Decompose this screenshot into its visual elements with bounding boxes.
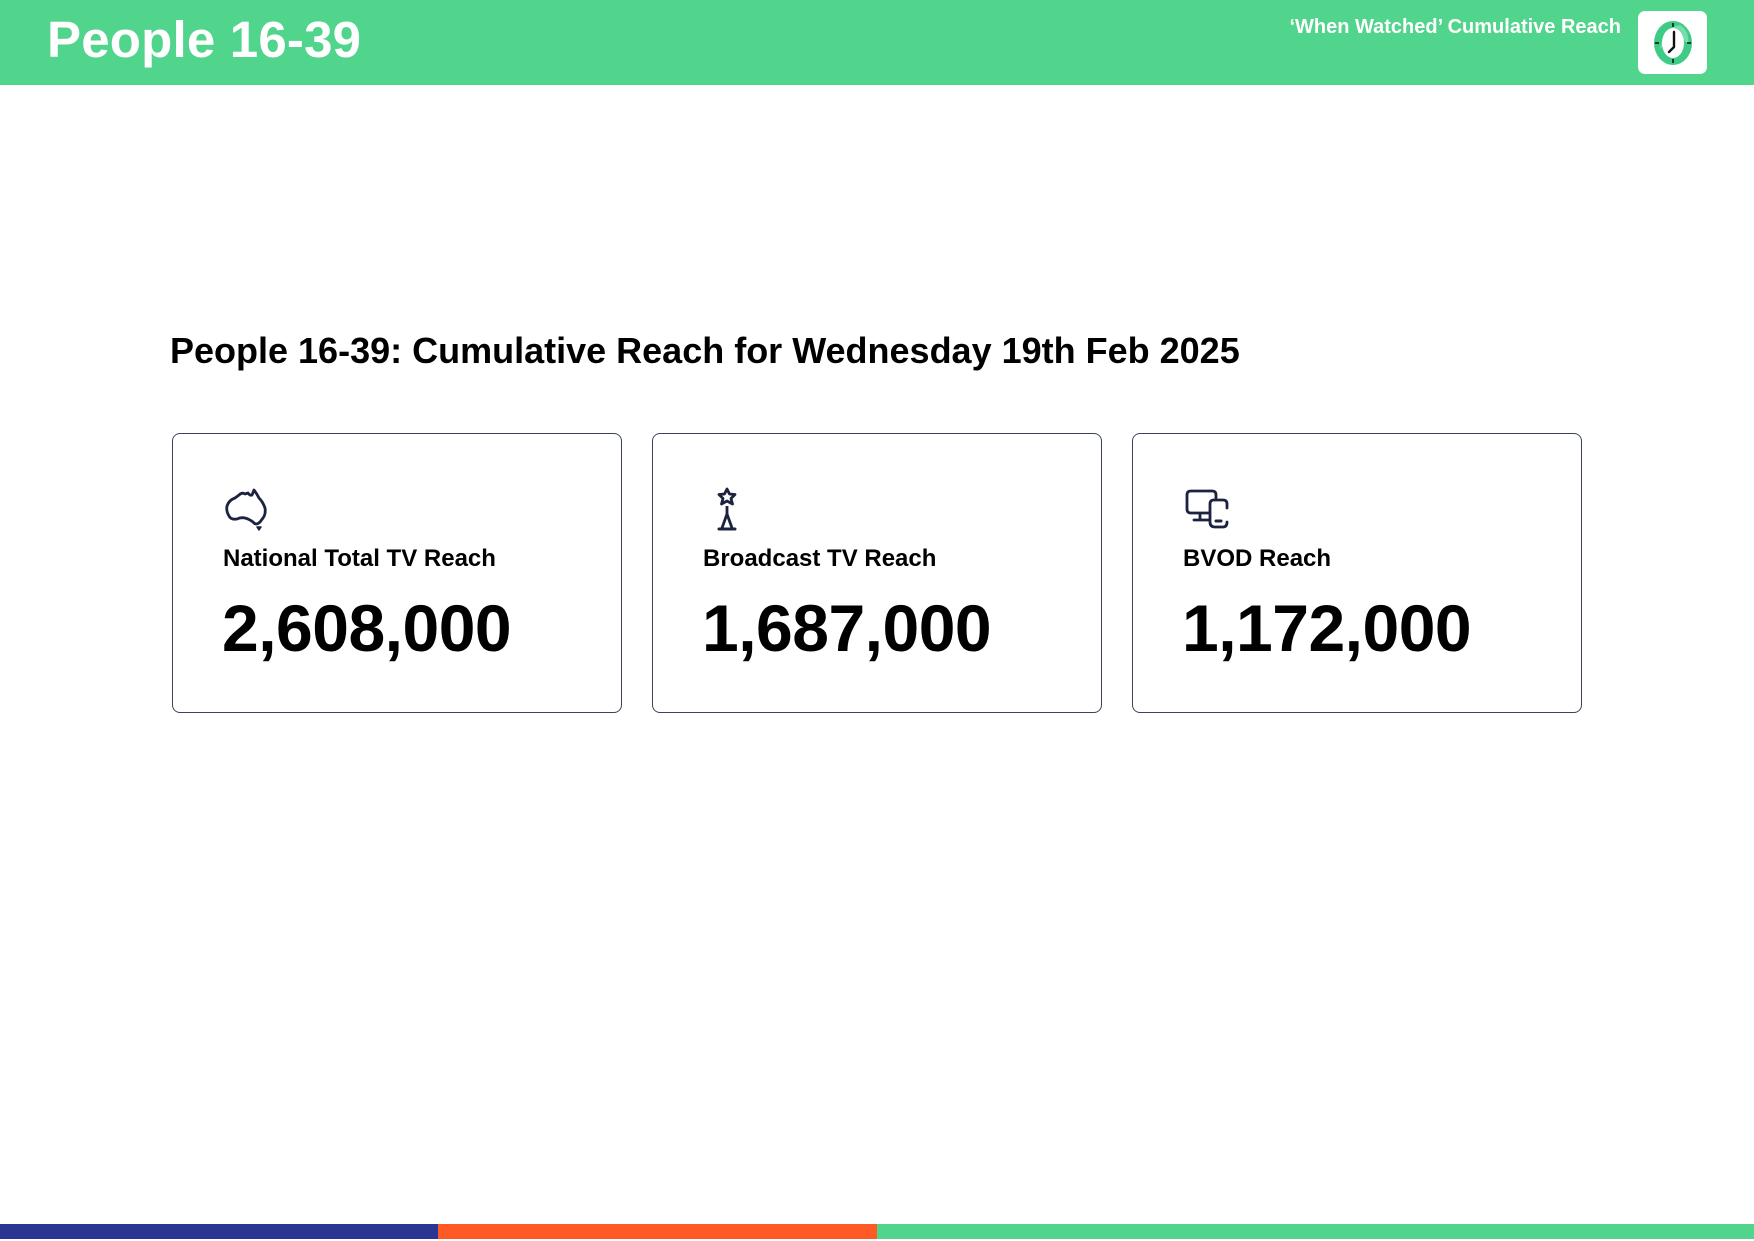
header-banner: People 16-39 ‘When Watched’ Cumulative R… bbox=[0, 0, 1754, 85]
bvod-reach-card: BVOD Reach 1,172,000 bbox=[1132, 433, 1582, 713]
card-label: Broadcast TV Reach bbox=[703, 545, 937, 572]
devices-icon bbox=[1185, 489, 1229, 529]
national-total-tv-reach-card: National Total TV Reach 2,608,000 bbox=[172, 433, 622, 713]
footer-bar-green bbox=[877, 1224, 1754, 1239]
clock-icon-box bbox=[1638, 11, 1707, 74]
page-title: People 16-39: Cumulative Reach for Wedne… bbox=[170, 330, 1240, 371]
report-type-subtitle: ‘When Watched’ Cumulative Reach bbox=[1289, 16, 1621, 38]
footer-color-bar bbox=[0, 1224, 1754, 1239]
card-value: 1,687,000 bbox=[702, 591, 992, 665]
australia-map-icon bbox=[225, 488, 267, 531]
footer-bar-blue bbox=[0, 1224, 438, 1239]
audience-title: People 16-39 bbox=[47, 11, 362, 68]
card-label: National Total TV Reach bbox=[223, 545, 496, 572]
card-value: 2,608,000 bbox=[222, 591, 512, 665]
broadcast-tower-icon bbox=[717, 487, 737, 531]
broadcast-tv-reach-card: Broadcast TV Reach 1,687,000 bbox=[652, 433, 1102, 713]
card-label: BVOD Reach bbox=[1183, 545, 1332, 572]
card-value: 1,172,000 bbox=[1182, 591, 1472, 665]
clock-icon bbox=[1653, 20, 1692, 65]
footer-bar-orange bbox=[438, 1224, 877, 1239]
